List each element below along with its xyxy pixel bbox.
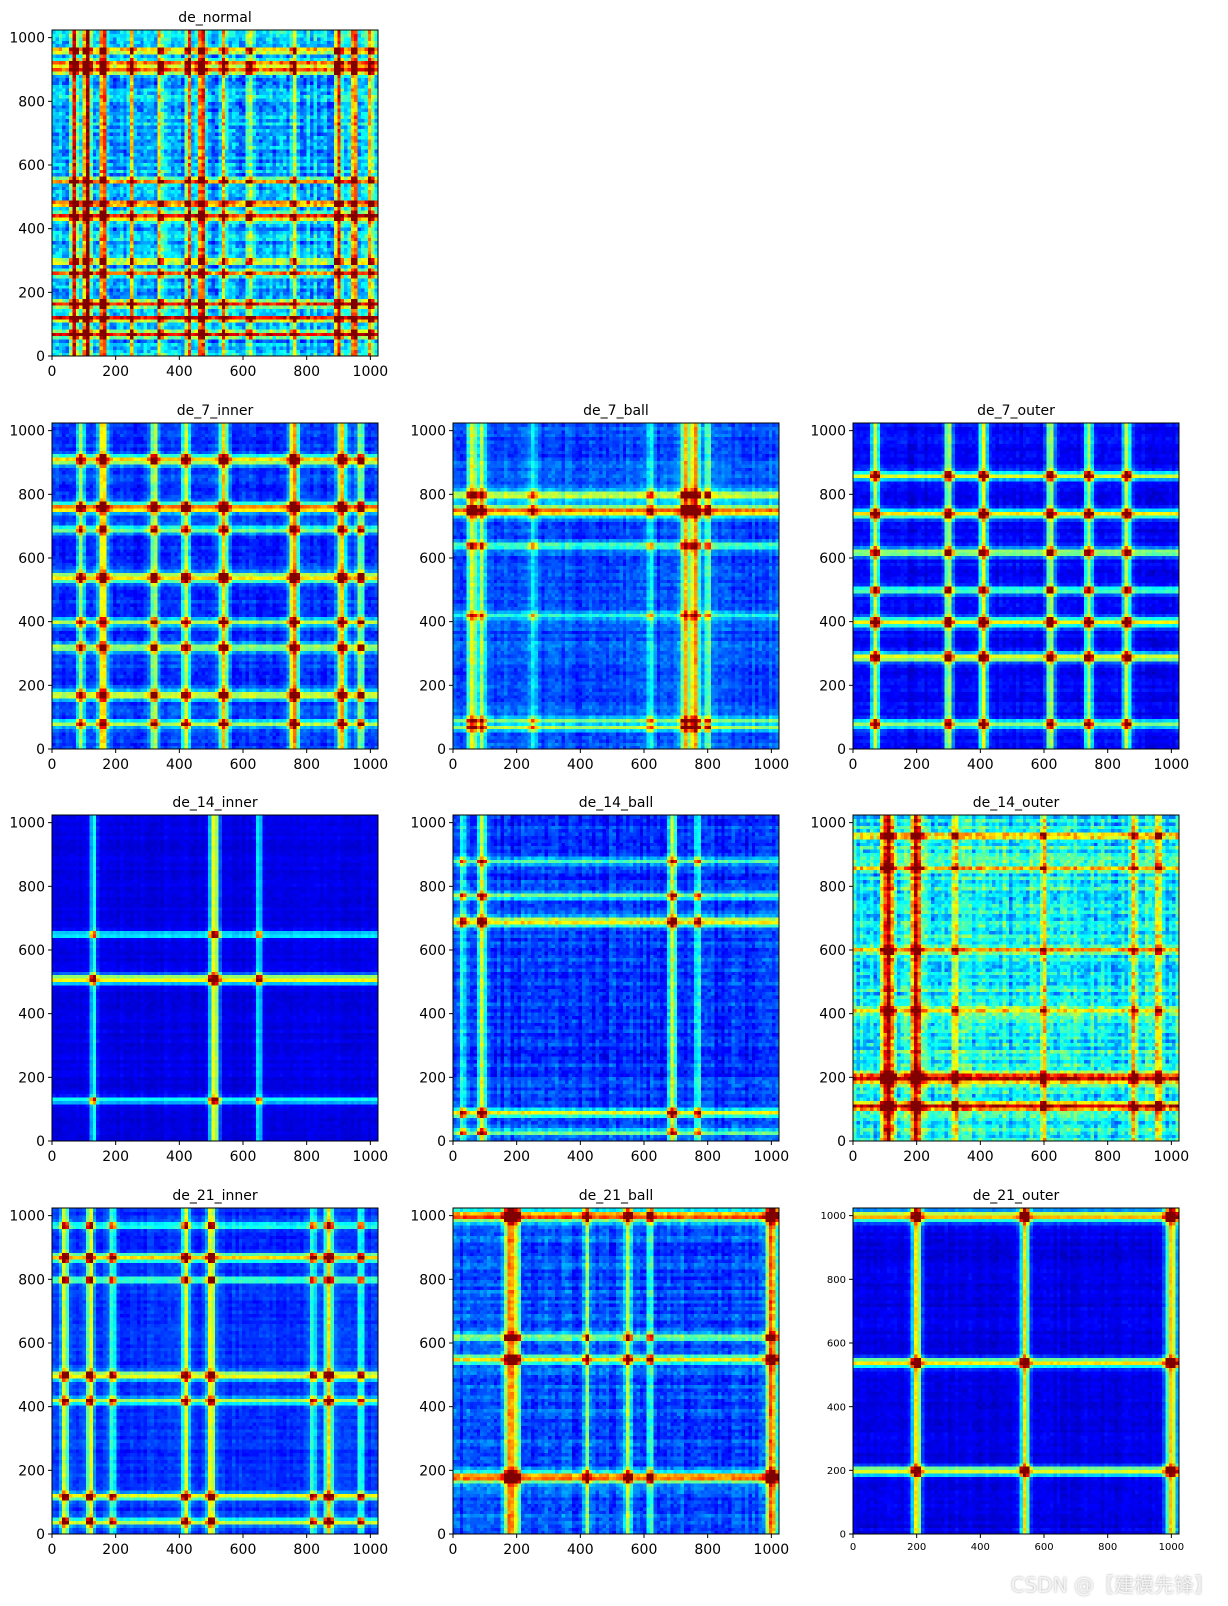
heatmap-cell — [205, 342, 209, 346]
heatmap-cell — [310, 342, 314, 346]
heatmap-cell — [361, 332, 365, 336]
heatmap-cells-de_normal — [52, 30, 379, 357]
heatmap-cell — [246, 342, 250, 346]
heatmap-cell — [140, 332, 144, 336]
heatmap-cell — [222, 332, 226, 336]
heatmap-cell — [310, 332, 314, 336]
heatmap-cell — [181, 342, 185, 346]
heatmap-cell — [246, 332, 250, 336]
heatmap-cell — [191, 332, 195, 336]
heatmap-cell — [232, 342, 236, 346]
heatmap-cell — [351, 342, 355, 346]
heatmap-cell — [191, 342, 195, 346]
heatmap-cell — [280, 342, 284, 346]
heatmap-cell — [164, 342, 168, 346]
heatmap-cell — [269, 342, 273, 346]
heatmap-cell — [361, 342, 365, 346]
heatmap-cell — [351, 332, 355, 336]
heatmap-cell — [320, 342, 324, 346]
heatmap-cell — [232, 332, 236, 336]
heatmap-cell — [205, 332, 209, 336]
heatmap-cell — [150, 332, 154, 336]
heatmap-cell — [222, 342, 226, 346]
heatmap-cell — [320, 332, 324, 336]
heatmap-cell — [269, 332, 273, 336]
heatmap-cell — [140, 342, 144, 346]
heatmap-cell — [181, 332, 185, 336]
heatmap-cell — [150, 342, 154, 346]
heatmap-cell — [280, 332, 284, 336]
heatmap-cell — [164, 332, 168, 336]
